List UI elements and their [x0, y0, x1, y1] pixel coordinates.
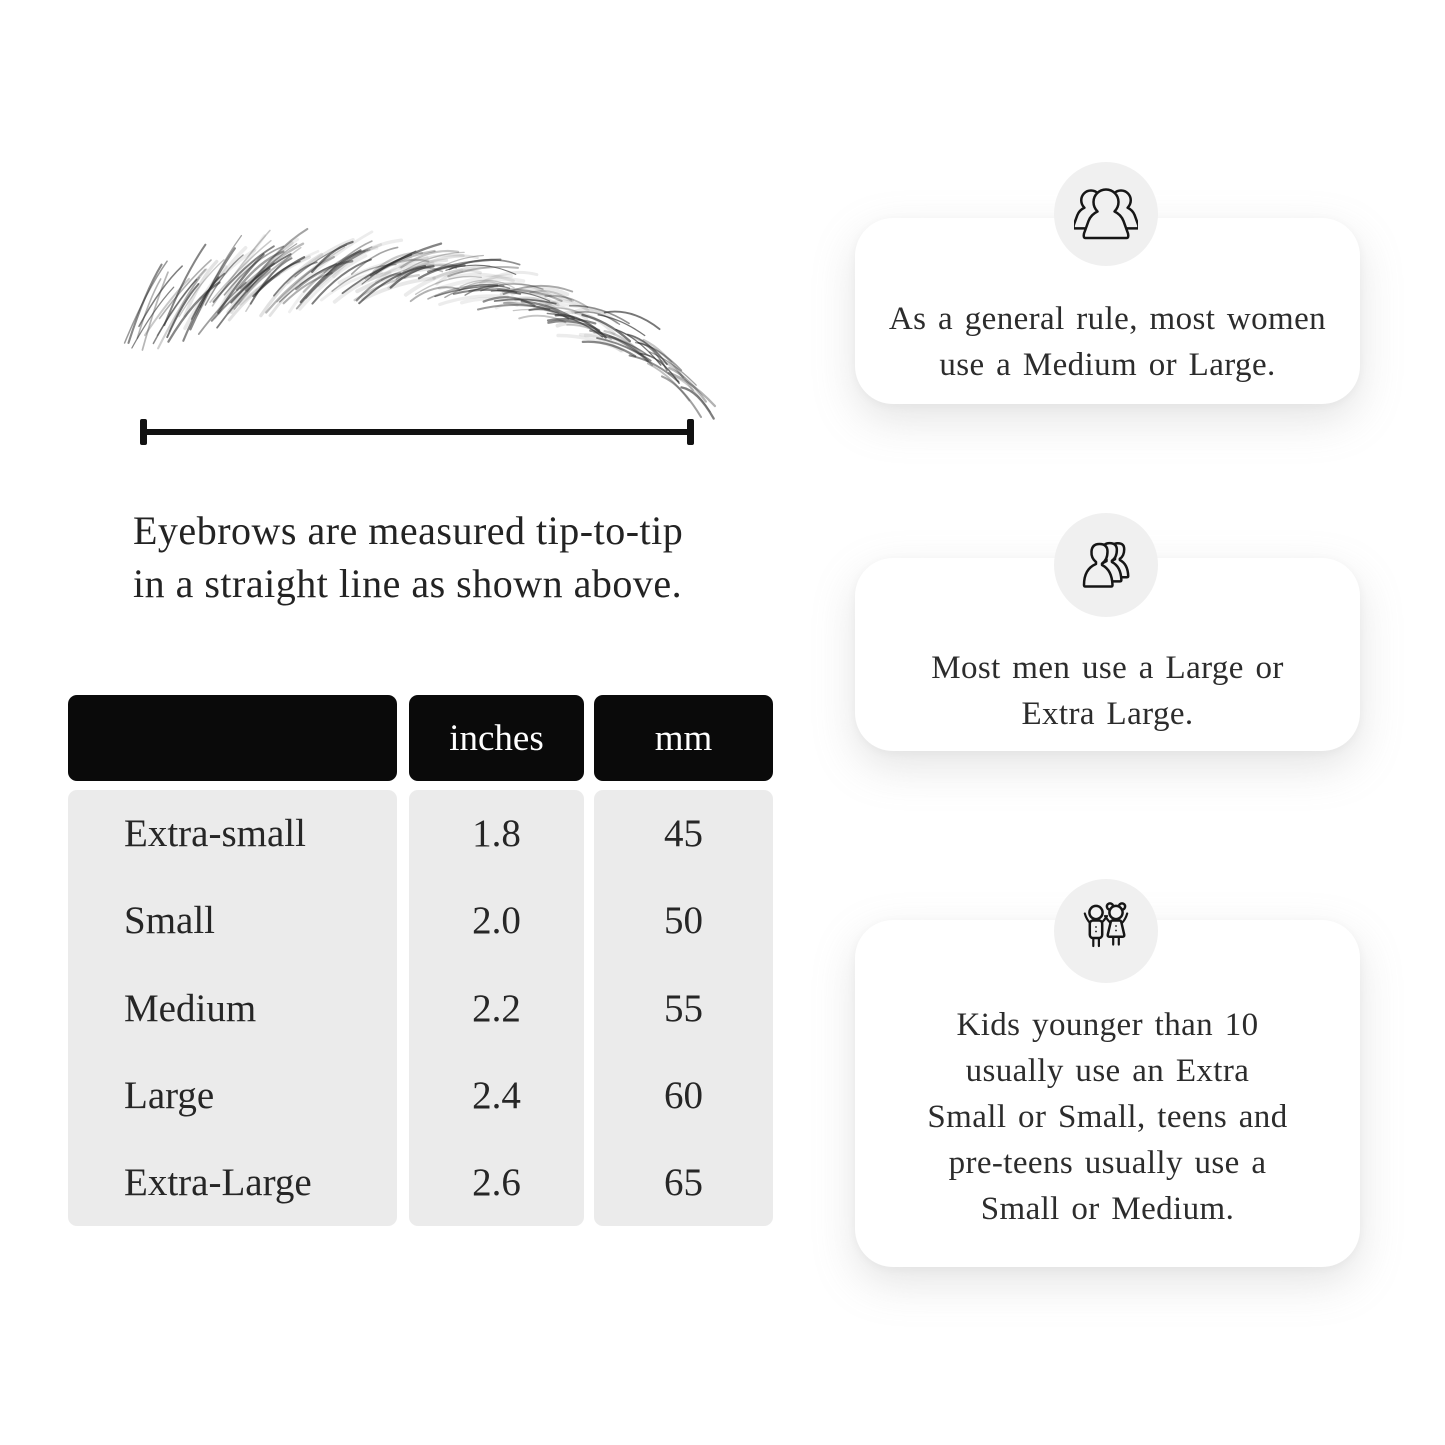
table-header-cell-inches: inches — [409, 695, 584, 781]
measurement-line-right-cap — [687, 419, 694, 445]
measurement-caption: Eyebrows are measured tip-to-tip in a st… — [133, 504, 773, 610]
table-cell-inches: 2.6 — [472, 1160, 521, 1204]
women-group-icon — [1074, 182, 1138, 246]
table-row-label: Medium — [124, 986, 257, 1030]
table-row-label: Extra-small — [124, 812, 306, 856]
icon-badge — [1054, 879, 1158, 983]
table-row-label: Large — [124, 1073, 215, 1117]
table-cell-mm: 50 — [664, 899, 703, 943]
table-cell-inches: 2.0 — [472, 899, 521, 943]
card-text: Kids younger than 10 usually use an Extr… — [927, 1006, 1288, 1227]
card-text: As a general rule, most women use a Medi… — [888, 301, 1327, 383]
table-cell-inches: 2.2 — [472, 986, 521, 1030]
table-header-cell-size — [68, 695, 397, 781]
table-cell-mm: 45 — [664, 812, 703, 856]
caption-line: in a straight line as shown above. — [133, 561, 683, 606]
table-row-label: Extra-Large — [124, 1160, 312, 1204]
icon-badge — [1054, 513, 1158, 617]
info-card-kids: Kids younger than 10 usually use an Extr… — [855, 920, 1360, 1267]
card-text: Most men use a Large or Extra Large. — [931, 649, 1284, 732]
icon-badge — [1054, 162, 1158, 266]
table-cell-inches: 2.4 — [472, 1073, 521, 1117]
caption-line: Eyebrows are measured tip-to-tip — [133, 508, 684, 553]
table-column-inches: 1.8 2.0 2.2 2.4 2.6 — [409, 790, 584, 1226]
table-row-label: Small — [124, 899, 216, 943]
table-cell-mm: 55 — [664, 986, 703, 1030]
table-cell-mm: 65 — [664, 1160, 703, 1204]
header-label: mm — [654, 717, 713, 759]
kids-icon — [1083, 902, 1129, 948]
table-cell-inches: 1.8 — [472, 812, 521, 856]
table-column-mm: 45 50 55 60 65 — [594, 790, 773, 1226]
men-group-icon — [1074, 533, 1138, 597]
eyebrow-illustration — [123, 227, 717, 420]
table-cell-mm: 60 — [664, 1073, 703, 1117]
header-label: inches — [449, 717, 544, 759]
measurement-line-left-cap — [140, 419, 147, 445]
table-header-cell-mm: mm — [594, 695, 773, 781]
measurement-line — [143, 429, 694, 435]
table-column-size: Extra-small Small Medium Large Extra-Lar… — [68, 790, 397, 1226]
